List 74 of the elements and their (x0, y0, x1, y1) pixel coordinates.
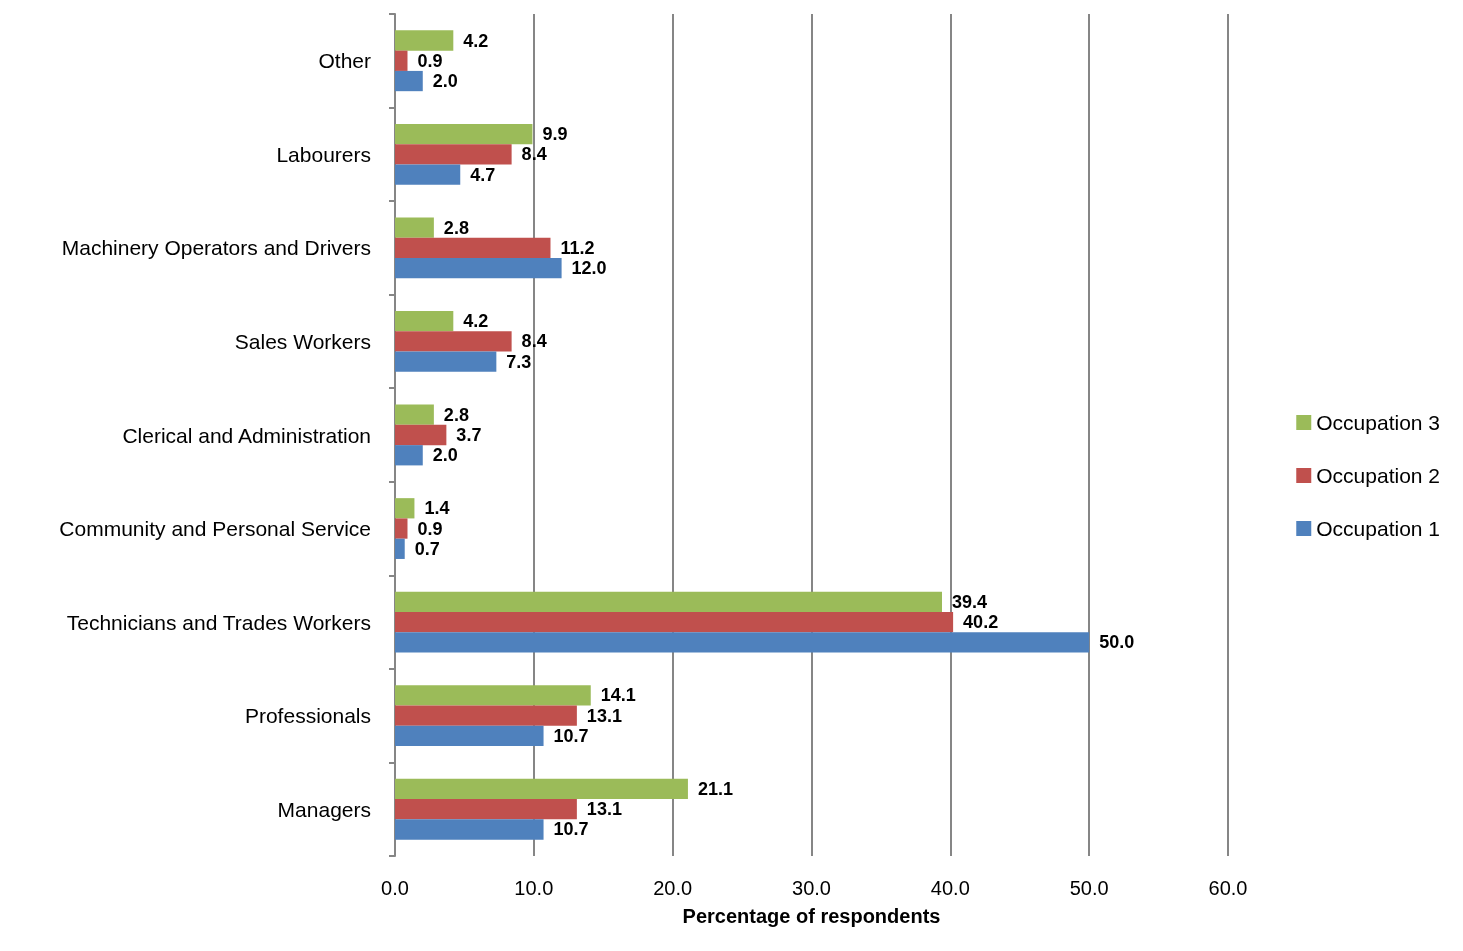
y-tick-label: Labourers (276, 142, 371, 166)
y-tick-label: Other (318, 49, 371, 73)
bar (395, 498, 415, 519)
legend-label: Occupation 1 (1316, 517, 1441, 540)
y-tick-label: Professionals (244, 704, 371, 728)
data-label: 14.1 (600, 685, 636, 706)
bar (395, 725, 544, 747)
data-label: 10.7 (553, 819, 589, 840)
bar (395, 123, 533, 145)
data-label: 10.7 (553, 725, 589, 746)
y-tick-label: Technicians and Trades Workers (66, 610, 371, 634)
data-label: 3.7 (456, 425, 482, 445)
data-label: 12.0 (571, 258, 607, 279)
x-tick-label: 30.0 (792, 877, 831, 899)
bar (395, 351, 497, 372)
data-label: 13.1 (586, 705, 622, 726)
data-label: 2.8 (443, 404, 469, 425)
data-label: 8.4 (521, 144, 547, 165)
y-tick-label: Sales Workers (234, 329, 371, 353)
bar (395, 258, 562, 279)
bar (395, 685, 591, 706)
y-tick-label: Clerical and Administration (122, 423, 371, 447)
bar (395, 424, 447, 446)
bar (395, 164, 461, 185)
bar (395, 50, 408, 71)
data-label: 21.1 (697, 778, 733, 799)
data-label: 2.0 (432, 445, 458, 466)
data-label: 2.8 (443, 217, 469, 238)
y-tick-label: Machinery Operators and Drivers (61, 236, 371, 260)
bar (395, 518, 408, 539)
data-label: 9.9 (542, 124, 568, 145)
x-tick-label: 10.0 (514, 877, 554, 899)
legend-label: Occupation 3 (1316, 411, 1441, 434)
data-label: 8.4 (521, 331, 547, 352)
data-label: 0.9 (417, 50, 443, 71)
y-tick-label: Community and Personal Service (59, 517, 371, 541)
bar (395, 30, 454, 51)
data-label: 2.0 (432, 71, 458, 92)
bar (395, 331, 512, 352)
bar (395, 445, 423, 466)
data-label: 1.4 (424, 498, 450, 519)
data-label: 40.2 (963, 612, 999, 633)
bar (395, 237, 551, 259)
data-label: 39.4 (952, 591, 988, 612)
data-label: 7.3 (506, 351, 532, 372)
bar (395, 778, 688, 800)
bar (395, 799, 577, 820)
x-axis-title: Percentage of respondents (682, 905, 941, 927)
data-label: 4.7 (470, 164, 496, 185)
x-tick-label: 50.0 (1069, 877, 1109, 899)
data-label: 50.0 (1099, 632, 1135, 653)
bar (395, 70, 423, 92)
bar (395, 705, 577, 726)
data-label: 0.7 (414, 538, 440, 559)
bar (395, 819, 544, 840)
data-label: 4.2 (463, 311, 489, 332)
bar (395, 144, 512, 165)
x-tick-label: 60.0 (1208, 877, 1248, 899)
y-tick-label: Managers (277, 797, 371, 821)
legend-label: Occupation 2 (1316, 464, 1441, 487)
x-tick-label: 40.0 (930, 877, 970, 899)
data-label: 13.1 (586, 799, 622, 820)
x-tick-label: 20.0 (653, 877, 693, 899)
data-label: 4.2 (463, 30, 489, 51)
bar (395, 611, 954, 633)
bar (395, 404, 434, 425)
data-label: 11.2 (560, 237, 595, 258)
bar (395, 591, 942, 612)
x-tick-label: 0.0 (381, 877, 409, 899)
bar (395, 538, 405, 559)
bar (395, 217, 434, 238)
bar (395, 311, 454, 332)
data-label: 0.9 (417, 518, 443, 539)
bar (395, 632, 1090, 653)
